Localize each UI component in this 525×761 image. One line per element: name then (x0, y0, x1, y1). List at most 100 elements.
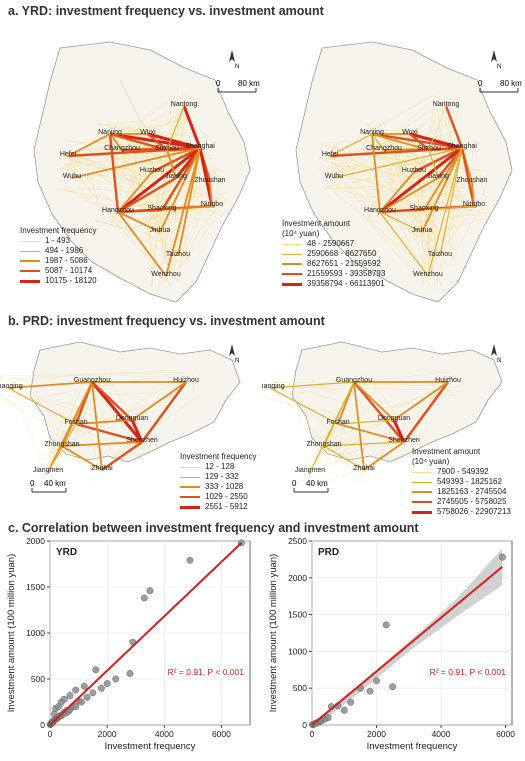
y-tick-label: 1000 (26, 628, 45, 638)
flow-line (166, 149, 177, 179)
flow-line (379, 211, 423, 233)
legend-swatch (180, 466, 200, 468)
flow-line (0, 374, 2, 383)
data-point (92, 666, 100, 674)
flow-line (96, 145, 185, 262)
flow-line (337, 419, 395, 425)
data-point (366, 687, 374, 695)
flow-line (368, 115, 441, 217)
flow-line (411, 204, 422, 223)
prd-frequency-legend: Investment frequency 12 - 128 129 - 332 33… (180, 452, 256, 512)
flow-line (391, 180, 444, 210)
flow-line (65, 141, 113, 144)
city-label: Zhaoqing (262, 383, 285, 390)
city-label: Foshan (326, 419, 349, 426)
y-tick-label: 1500 (288, 610, 307, 620)
city-label: Taizhou (166, 251, 190, 258)
flow-line (112, 131, 154, 241)
flow-line (337, 423, 405, 443)
scale-zero: 0 (30, 479, 35, 488)
scale-bar: 0 80 km (216, 79, 260, 93)
scale-max: 40 km (44, 479, 66, 488)
flow-line (61, 445, 103, 471)
legend-swatch (20, 270, 40, 272)
flow-line (127, 445, 149, 448)
flow-line (191, 371, 195, 395)
flow-line (90, 381, 144, 443)
flow-line (61, 168, 208, 195)
legend-swatch (282, 282, 302, 286)
flow-line (363, 441, 405, 471)
flow-line (409, 132, 463, 150)
svg-text:N: N (235, 64, 239, 70)
flow-line (347, 191, 380, 217)
flow-line (64, 190, 203, 221)
city-label: Huzhou (140, 167, 164, 174)
city-label: Dongguan (116, 415, 148, 422)
flow-line (407, 381, 451, 441)
flow-line (334, 172, 424, 282)
data-point (72, 703, 80, 711)
legend-label: 7900 - 549392 (437, 467, 489, 476)
legend-swatch (180, 505, 200, 509)
flow-line (425, 264, 434, 269)
city-label: Zhongshan (44, 441, 79, 448)
confidence-band (312, 548, 503, 730)
flow-line (179, 97, 199, 107)
city-label: Shenzhen (388, 437, 420, 444)
flow-line (74, 161, 175, 218)
flow-line (76, 429, 155, 452)
legend-swatch (282, 243, 302, 245)
data-point (146, 587, 154, 595)
flow-line (131, 381, 187, 421)
flow-line (393, 381, 449, 421)
flow-line (392, 419, 406, 443)
flow-line (2, 370, 173, 380)
svg-text:N: N (497, 64, 501, 70)
flow-line (309, 381, 355, 473)
legend-label: 549393 - 1825162 (437, 477, 502, 486)
city-label: Foshan (64, 419, 87, 426)
flow-line (181, 179, 205, 208)
flow-line (401, 108, 442, 145)
city-label: Huizhou (173, 377, 199, 384)
legend-item: 549393 - 1825162 (412, 477, 511, 487)
city-label: Zhaoqing (0, 383, 23, 390)
flow-line (151, 184, 160, 287)
prd-scatter-chart: 0 2000 4000 6000 0 500 1000 1500 2000 2500 Investm… (268, 536, 515, 752)
flow-line (209, 155, 220, 190)
city-label: Hefei (60, 151, 77, 158)
flow-line (130, 201, 163, 208)
flow-line (352, 463, 370, 483)
flow-line (122, 118, 199, 198)
flow-line (109, 132, 168, 152)
flow-line (432, 212, 488, 221)
flow-line (160, 147, 202, 211)
flow-line (403, 381, 449, 443)
flow-line (96, 391, 136, 445)
flow-line (65, 150, 192, 242)
flow-line (47, 435, 56, 460)
flow-line (174, 269, 176, 274)
y-tick-label: 500 (293, 683, 307, 693)
flow-line (423, 205, 475, 211)
flow-line (268, 381, 460, 387)
chart-title: PRD (318, 547, 339, 558)
y-tick-label: 0 (40, 720, 45, 730)
legend-title: Investment amount (412, 447, 481, 456)
flow-line (383, 163, 418, 223)
legend-label: 1987 - 5086 (45, 256, 88, 265)
regression-line (49, 542, 243, 726)
legend-swatch (20, 279, 40, 283)
legend-swatch (180, 486, 200, 488)
flow-line (442, 387, 455, 397)
legend-swatch (282, 253, 302, 255)
data-point (60, 695, 68, 703)
legend-label: 129 - 332 (205, 472, 239, 481)
city-label: Jiaxing (427, 173, 449, 180)
flow-line (117, 211, 167, 277)
city-label: Shanghai (447, 143, 477, 150)
city-label: Zhoushan (456, 177, 487, 184)
north-arrow-icon: N (229, 344, 239, 364)
flow-line (344, 151, 414, 232)
